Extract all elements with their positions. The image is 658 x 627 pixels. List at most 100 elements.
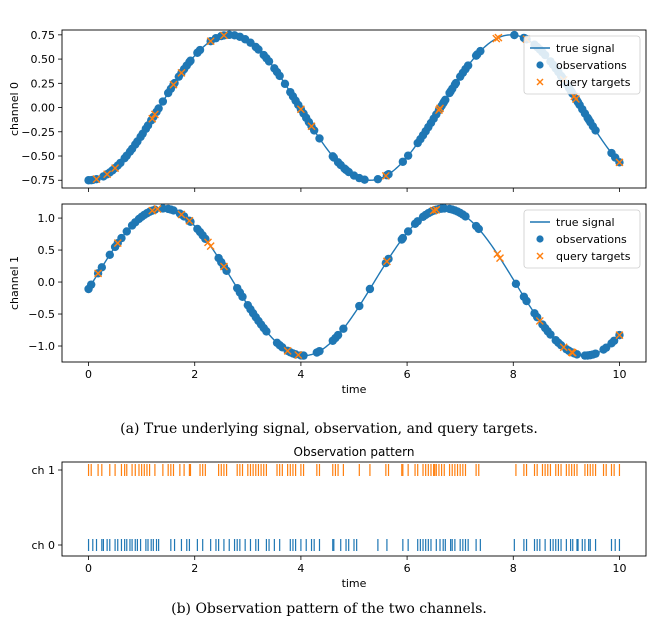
- query-target-marker: [436, 104, 445, 113]
- y-tick-label: −0.25: [21, 126, 55, 139]
- query-target-marker: [492, 34, 501, 43]
- observation-point: [365, 284, 375, 294]
- query-target-marker: [148, 114, 157, 123]
- legend-signal-label: true signal: [556, 42, 615, 55]
- query-target-marker: [494, 33, 503, 42]
- query-target-marker: [382, 257, 391, 266]
- x-tick-label: 6: [404, 562, 411, 575]
- y-axis-label: channel 0: [8, 82, 21, 136]
- pattern-title: Observation pattern: [294, 445, 415, 459]
- observation-point: [461, 212, 470, 221]
- plot-frame: [61, 203, 647, 363]
- x-axis-label: time: [342, 577, 367, 590]
- observation-point: [238, 292, 247, 301]
- query-target-marker: [496, 254, 504, 263]
- legend-signal-label: true signal: [556, 216, 615, 229]
- x-tick-label: 8: [510, 368, 517, 381]
- observation-point: [474, 224, 483, 234]
- plot-frame: [61, 29, 647, 189]
- observation-point: [532, 312, 542, 322]
- legend-observations-swatch: [536, 61, 544, 69]
- query-target-marker: [204, 238, 212, 247]
- query-target-marker: [381, 171, 390, 180]
- query-target-marker: [432, 205, 441, 214]
- observation-point: [117, 233, 126, 243]
- legend-observations-swatch: [536, 235, 544, 243]
- legend-targets-label: query targets: [556, 250, 631, 263]
- query-target-marker: [615, 331, 624, 340]
- query-target-marker: [296, 105, 305, 114]
- query-target-marker: [219, 262, 228, 271]
- legend-targets-swatch: [536, 252, 544, 260]
- query-target-marker: [283, 346, 292, 355]
- observation-point: [398, 157, 408, 166]
- query-target-marker: [185, 216, 194, 225]
- query-target-marker: [111, 164, 120, 173]
- query-target-marker: [94, 269, 103, 278]
- legend: true signal observations query targets: [523, 35, 641, 95]
- observation-point: [572, 350, 582, 359]
- observation-point: [384, 170, 393, 179]
- query-target-marker: [307, 122, 316, 131]
- x-axis-label: time: [342, 383, 367, 396]
- query-target-marker: [294, 351, 303, 360]
- y-tick-label: 0.5: [38, 244, 56, 257]
- observation-point: [315, 346, 324, 356]
- caption-a: (a) True underlying signal, observation,…: [120, 421, 538, 437]
- observation-point: [441, 95, 450, 105]
- observation-point: [309, 126, 319, 135]
- y-tick-label: −1.0: [28, 340, 55, 353]
- x-tick-label: 2: [191, 368, 198, 381]
- x-tick-label: 0: [85, 562, 92, 575]
- query-target-marker: [103, 170, 112, 179]
- query-target-marker: [219, 31, 228, 40]
- y-tick-label: ch 0: [31, 539, 55, 552]
- query-target-marker: [535, 316, 544, 325]
- observation-point: [122, 227, 131, 236]
- query-target-marker: [153, 205, 162, 214]
- legend-box: [523, 35, 641, 95]
- y-tick-label: ch 1: [31, 464, 55, 477]
- y-tick-label: −0.50: [21, 150, 55, 163]
- legend-observations-label: observations: [556, 233, 627, 246]
- observation-point: [511, 279, 521, 288]
- y-tick-label: −0.5: [28, 308, 55, 321]
- observation-point: [186, 56, 195, 65]
- legend-box: [523, 209, 641, 269]
- query-target-marker: [493, 249, 502, 258]
- observation-point: [591, 349, 600, 358]
- y-tick-label: 0.50: [31, 53, 56, 66]
- observation-point: [195, 45, 205, 55]
- observation-point: [97, 263, 107, 272]
- observation-point: [169, 206, 178, 215]
- channel-0-panel: −0.75 −0.50 −0.25 0.00 0.25 0.50 0.75 channel 0…: [8, 29, 647, 192]
- observation-point: [222, 266, 231, 275]
- x-tick-label: 8: [510, 562, 517, 575]
- query-target-marker: [177, 68, 186, 77]
- observation-point: [105, 250, 114, 259]
- observation-point: [254, 45, 263, 54]
- query-target-marker: [113, 239, 122, 248]
- x-tick-label: 4: [297, 562, 304, 575]
- legend: true signal observations query targets: [523, 209, 641, 269]
- legend-targets-label: query targets: [556, 76, 631, 89]
- query-target-marker: [568, 348, 577, 357]
- observation-point: [546, 330, 555, 339]
- query-target-marker: [571, 94, 580, 103]
- observation-point: [398, 233, 408, 243]
- x-tick-label: 10: [612, 368, 626, 381]
- y-tick-label: −0.75: [21, 174, 55, 187]
- query-target-marker: [429, 206, 438, 215]
- observation-point: [360, 175, 369, 184]
- observation-point: [522, 296, 531, 306]
- y-tick-label: 0.0: [38, 276, 56, 289]
- channel-1-panel: −1.0 −0.5 0.0 0.5 1.0 0 2 4 6 8 10 channel 1 time tru…: [8, 203, 647, 396]
- observation-point: [339, 324, 348, 333]
- query-target-marker: [206, 242, 215, 251]
- observation-point: [373, 174, 383, 184]
- observation-point: [333, 330, 343, 340]
- caption-b: (b) Observation pattern of the two chann…: [171, 601, 487, 617]
- observation-point: [591, 126, 600, 135]
- observation-point: [87, 280, 96, 289]
- observation-point: [158, 97, 168, 106]
